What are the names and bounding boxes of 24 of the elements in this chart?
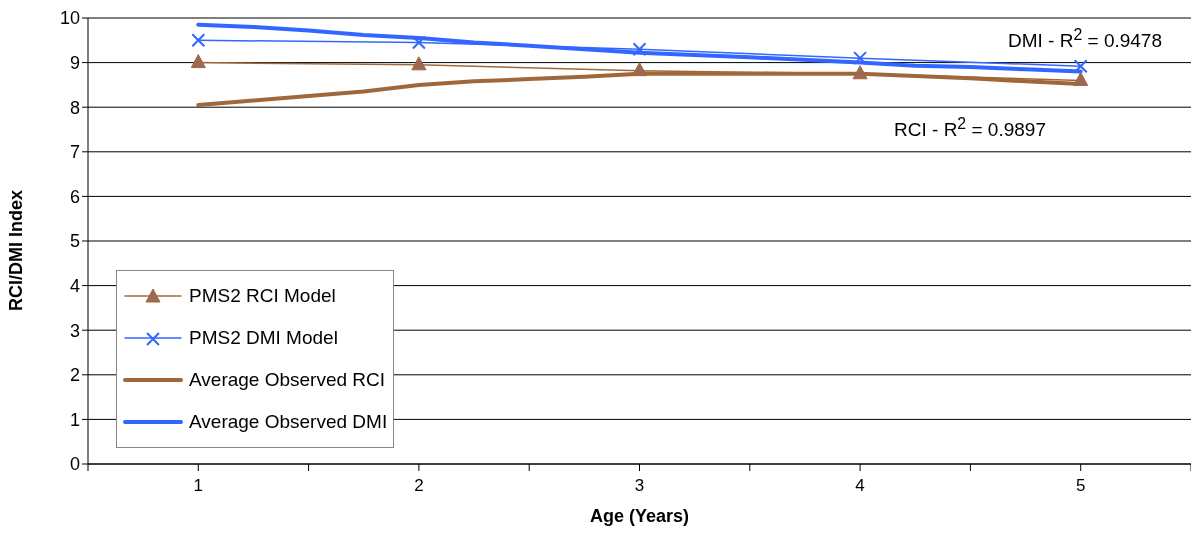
x-axis-title: Age (Years): [589, 506, 690, 526]
annotation: DMI - R$^{2}$ = 0.9478: [1007, 26, 1163, 53]
y-tick-label: 0: [69, 454, 80, 475]
y-axis-title: RCI/DMI Index: [6, 189, 27, 311]
x-tick-label: 5: [1075, 476, 1086, 496]
x-tick-label: 4: [855, 476, 865, 496]
x-tick-label: 2: [414, 476, 424, 496]
legend-label: Average Observed DMI: [189, 411, 388, 433]
y-tick-label: 4: [69, 275, 80, 296]
y-tick-label: 10: [59, 8, 80, 29]
legend-label: PMS2 DMI Model: [189, 327, 338, 349]
y-tick-label: 6: [69, 186, 80, 207]
annotation: RCI - R$^{2}$ = 0.9897: [894, 115, 1046, 142]
x-tick-label: 3: [634, 476, 645, 496]
y-tick-label: 8: [69, 97, 80, 118]
legend-label: PMS2 RCI Model: [189, 285, 336, 307]
y-tick-label: 1: [69, 409, 80, 430]
y-tick-label: 3: [69, 320, 80, 341]
y-tick-label: 2: [69, 365, 80, 386]
legend-label: Average Observed RCI: [189, 369, 386, 391]
y-tick-label: 9: [69, 52, 80, 73]
y-tick-label: 5: [69, 231, 80, 252]
x-tick-label: 1: [193, 476, 204, 496]
y-tick-label: 7: [69, 142, 80, 163]
